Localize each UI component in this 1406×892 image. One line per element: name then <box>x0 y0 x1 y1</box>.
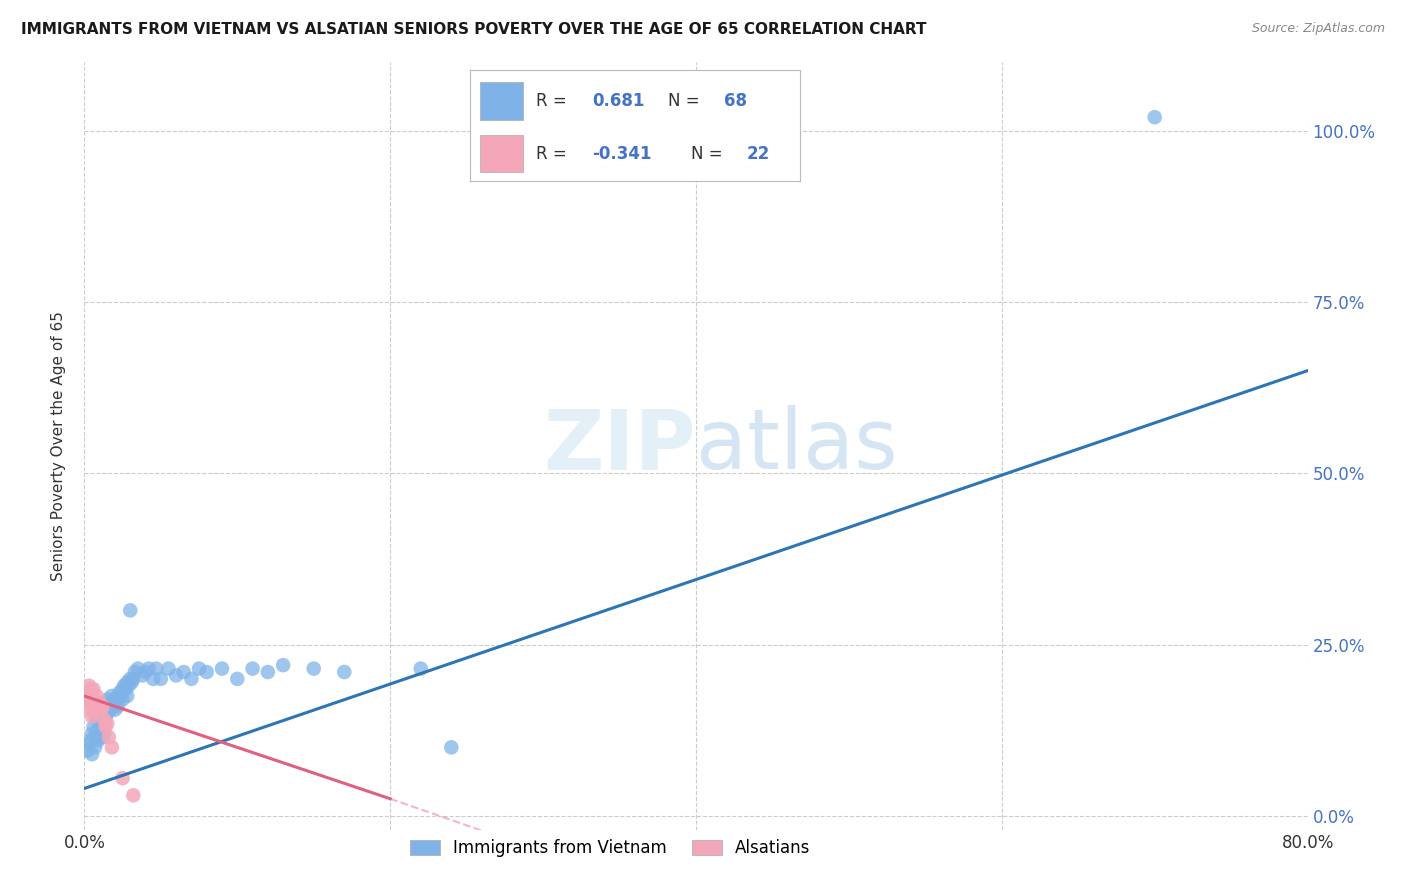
Point <box>103 699 125 714</box>
Point <box>114 682 136 697</box>
Text: IMMIGRANTS FROM VIETNAM VS ALSATIAN SENIORS POVERTY OVER THE AGE OF 65 CORRELATI: IMMIGRANTS FROM VIETNAM VS ALSATIAN SENI… <box>21 22 927 37</box>
Point <box>118 679 141 693</box>
Point <box>149 672 172 686</box>
Point <box>111 771 134 785</box>
Point <box>131 668 153 682</box>
Point <box>111 692 134 706</box>
Point <box>97 699 120 714</box>
Point <box>195 665 218 679</box>
Point <box>157 662 180 676</box>
Point <box>242 662 264 676</box>
Point <box>89 720 111 734</box>
Point <box>142 672 165 686</box>
Y-axis label: Seniors Poverty Over the Age of 65: Seniors Poverty Over the Age of 65 <box>51 311 66 581</box>
Point <box>96 692 118 706</box>
Point <box>87 699 110 714</box>
Point <box>86 689 108 703</box>
Point <box>86 726 108 740</box>
Point <box>94 720 117 734</box>
Point <box>87 733 110 747</box>
Point <box>121 675 143 690</box>
Point <box>271 658 294 673</box>
Point <box>91 716 114 731</box>
Point <box>409 662 432 676</box>
Point <box>110 689 132 703</box>
Point <box>93 713 115 727</box>
Point <box>135 665 157 679</box>
Point <box>111 682 134 697</box>
Point <box>120 672 142 686</box>
Point <box>84 730 107 744</box>
Point <box>83 720 105 734</box>
Point <box>89 696 111 710</box>
Point <box>1143 110 1166 124</box>
Point <box>145 662 167 676</box>
Point <box>89 730 111 744</box>
Point <box>98 703 121 717</box>
Point <box>90 703 112 717</box>
Point <box>93 713 115 727</box>
Point <box>127 662 149 676</box>
Point <box>122 789 145 803</box>
Point <box>79 733 101 747</box>
Point <box>108 685 131 699</box>
Point <box>115 675 138 690</box>
Point <box>76 744 98 758</box>
Point <box>302 662 325 676</box>
Point <box>80 689 103 703</box>
Point <box>120 603 142 617</box>
Point <box>93 726 115 740</box>
Point <box>122 672 145 686</box>
Point <box>79 696 101 710</box>
Text: atlas: atlas <box>696 406 897 486</box>
Point <box>79 682 101 697</box>
Point <box>97 730 120 744</box>
Point <box>226 672 249 686</box>
Point <box>105 696 128 710</box>
Point <box>91 699 114 714</box>
Point <box>96 716 118 731</box>
Point <box>101 696 124 710</box>
Point <box>188 662 211 676</box>
Point <box>138 662 160 676</box>
Point <box>257 665 280 679</box>
Point <box>90 726 112 740</box>
Point <box>91 730 114 744</box>
Point <box>440 740 463 755</box>
Point <box>83 682 105 697</box>
Point <box>112 679 135 693</box>
Point <box>180 672 202 686</box>
Text: ZIP: ZIP <box>544 406 696 486</box>
Point <box>86 713 108 727</box>
Text: Source: ZipAtlas.com: Source: ZipAtlas.com <box>1251 22 1385 36</box>
Point <box>96 706 118 720</box>
Point <box>104 703 127 717</box>
Point <box>124 665 146 679</box>
Point <box>77 679 100 693</box>
Point <box>107 689 129 703</box>
Point <box>101 689 124 703</box>
Point <box>80 709 103 723</box>
Legend: Immigrants from Vietnam, Alsatians: Immigrants from Vietnam, Alsatians <box>404 832 817 863</box>
Point <box>80 747 103 762</box>
Point <box>165 668 187 682</box>
Point <box>84 740 107 755</box>
Point <box>77 703 100 717</box>
Point <box>107 699 129 714</box>
Point <box>173 665 195 679</box>
Point <box>115 689 138 703</box>
Point <box>83 703 105 717</box>
Point <box>84 696 107 710</box>
Point <box>80 726 103 740</box>
Point <box>333 665 356 679</box>
Point <box>211 662 233 676</box>
Point <box>104 692 127 706</box>
Point <box>101 740 124 755</box>
Point <box>94 709 117 723</box>
Point <box>76 692 98 706</box>
Point <box>77 737 100 751</box>
